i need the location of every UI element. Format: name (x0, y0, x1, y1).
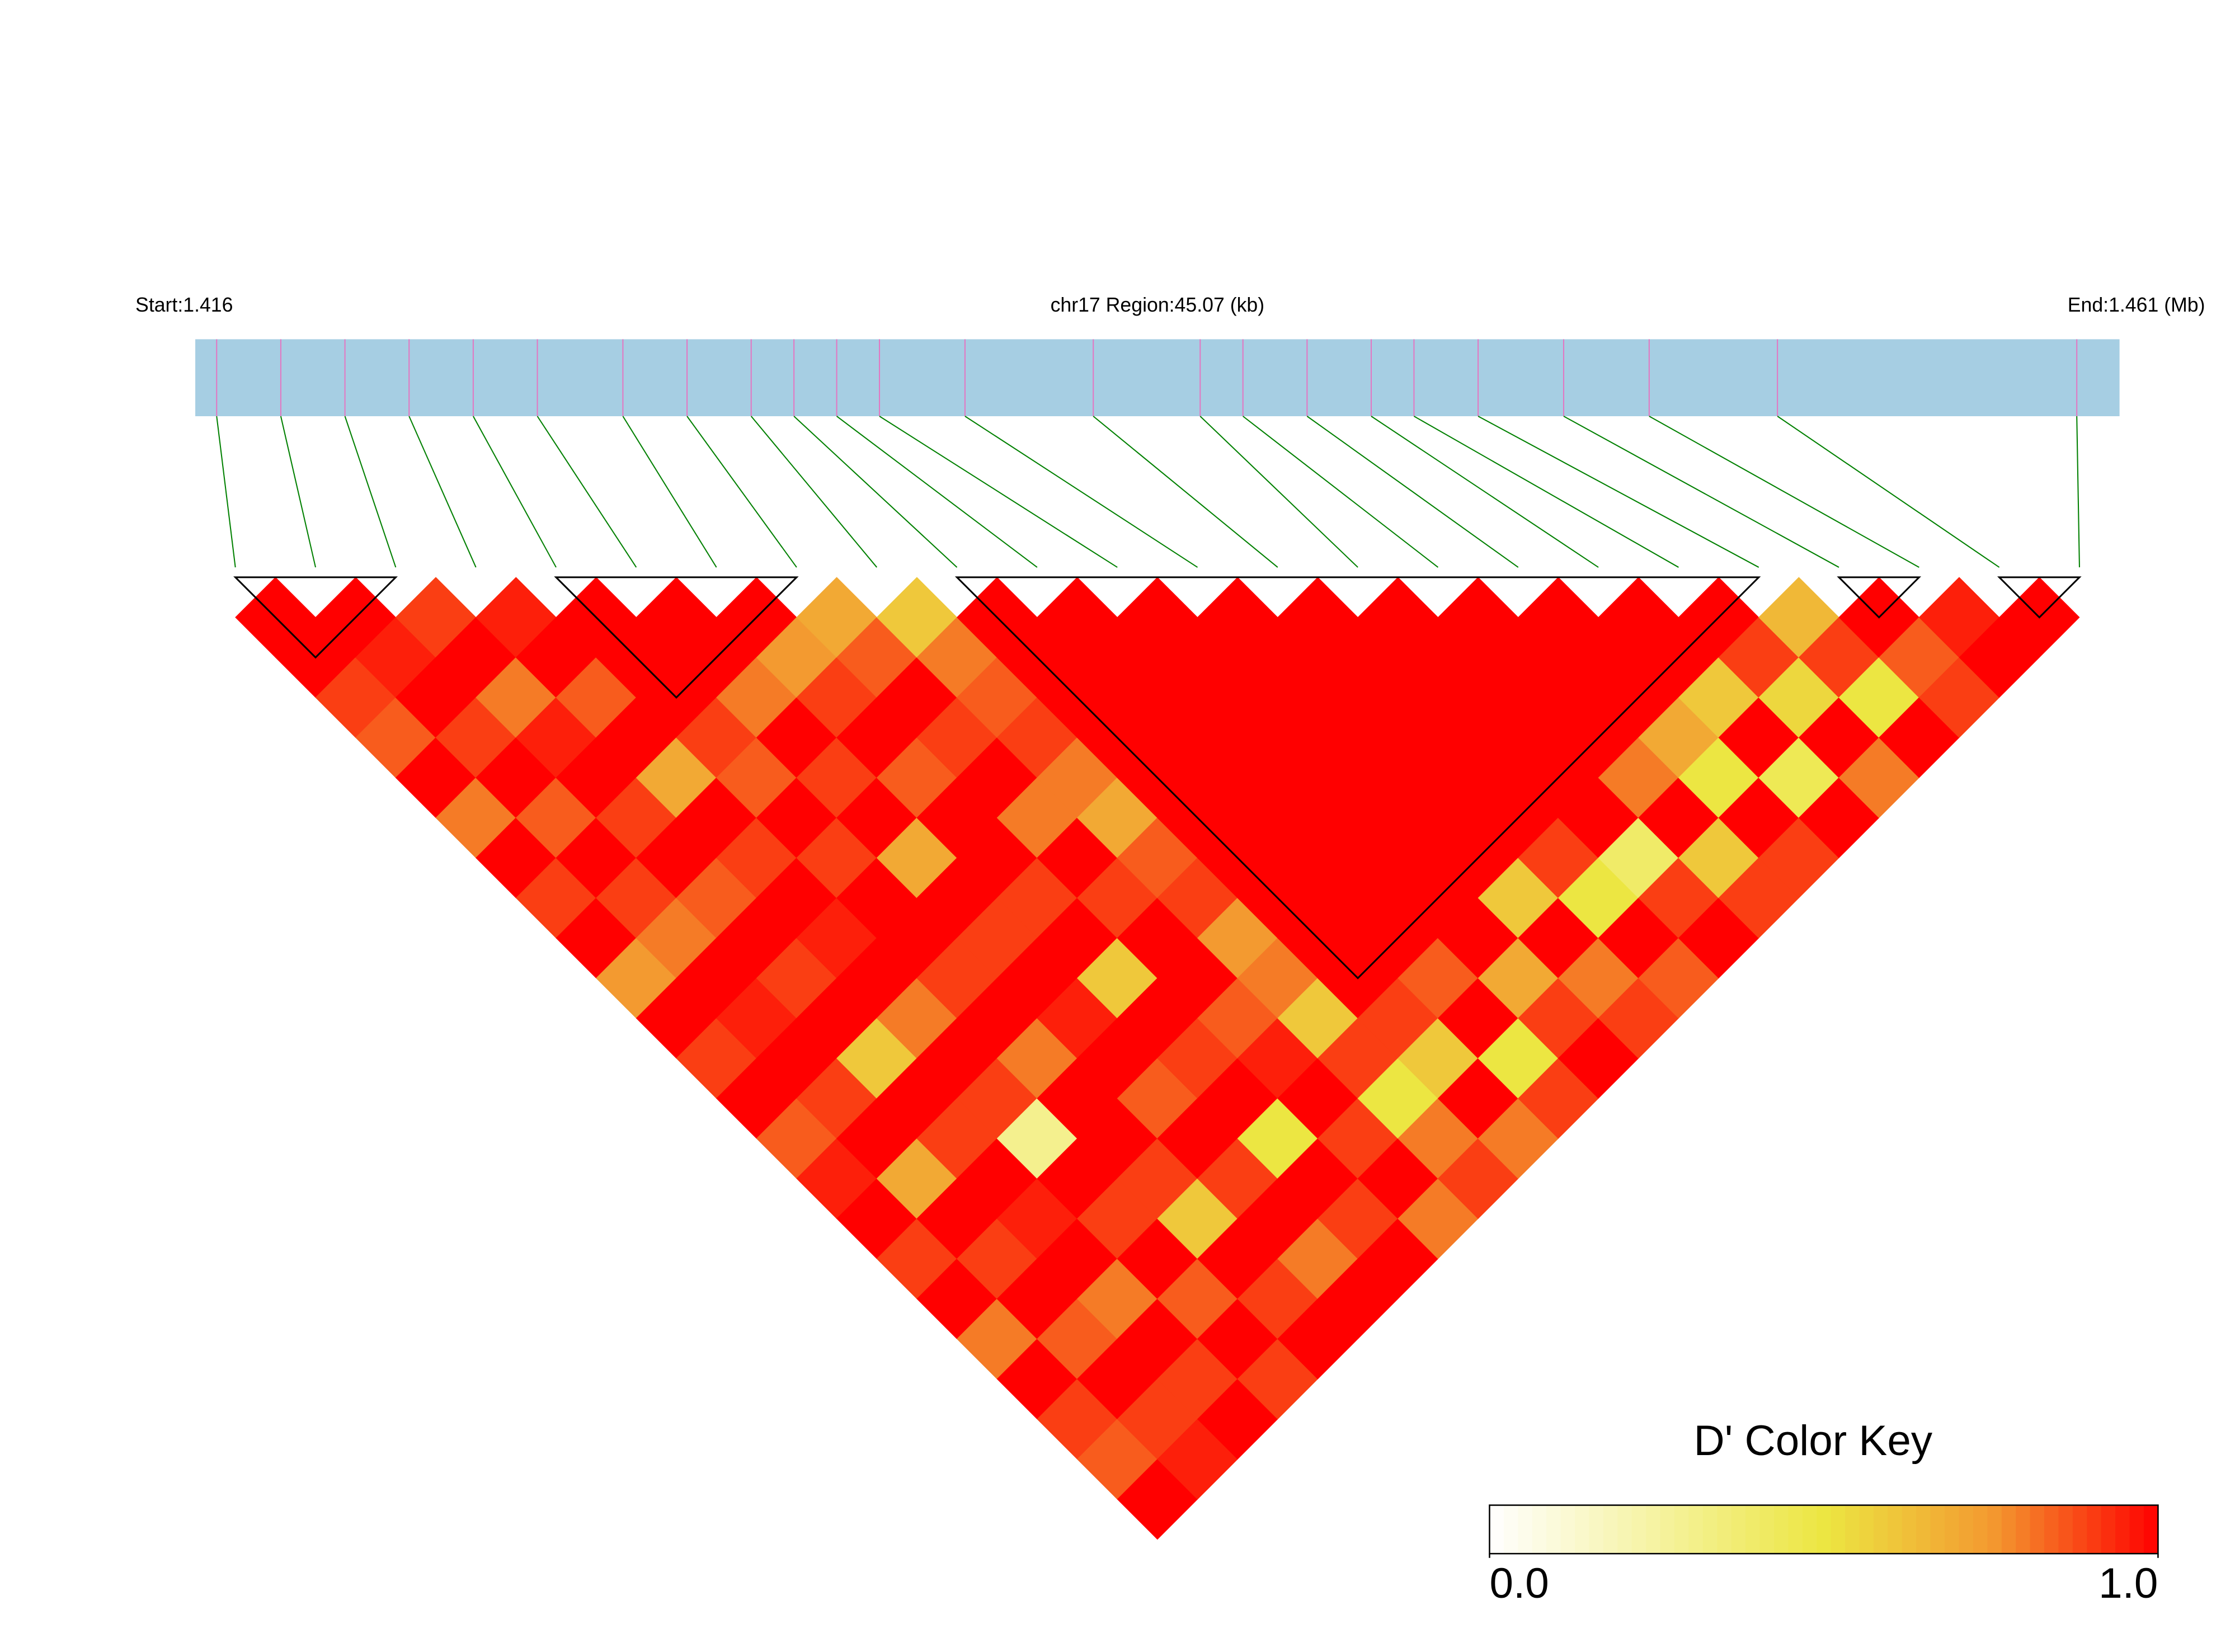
snp-connector (622, 416, 717, 568)
color-key-step (2001, 1505, 2016, 1554)
color-key-step (1959, 1505, 1974, 1554)
color-key-step (1831, 1505, 1846, 1554)
snp-connector (686, 416, 797, 568)
color-key-step (2072, 1505, 2088, 1554)
color-key-step (1546, 1505, 1561, 1554)
color-key-step (1674, 1505, 1690, 1554)
color-key-step (1987, 1505, 2002, 1554)
color-key-step (1575, 1505, 1590, 1554)
color-key-step (1802, 1505, 1818, 1554)
snp-connector (280, 416, 317, 568)
snp-connector (1306, 416, 1519, 568)
color-key-step (1973, 1505, 1988, 1554)
color-key-step (1589, 1505, 1604, 1554)
ld-block (233, 576, 398, 659)
color-key-step (2129, 1505, 2144, 1554)
color-key-step (1945, 1505, 1960, 1554)
snp-connector (1371, 416, 1599, 568)
region-label: chr17 Region:45.07 (kb) (1051, 294, 1265, 316)
snp-connector (344, 416, 397, 568)
color-key-step (1930, 1505, 1945, 1554)
ld-block (954, 576, 1761, 980)
snp-connector (2076, 416, 2080, 568)
snp-connector (1478, 416, 1759, 568)
color-key-step (2087, 1505, 2102, 1554)
color-key-step (1888, 1505, 1903, 1554)
color-key-label: 1.0 (2098, 1560, 2158, 1607)
color-key-title: D' Color Key (1694, 1417, 1933, 1465)
color-key-step (2058, 1505, 2073, 1554)
color-key-step (1916, 1505, 1931, 1554)
ld-block (1837, 576, 1922, 619)
color-key-step (1773, 1505, 1789, 1554)
snp-connector (793, 416, 958, 568)
color-key-step (1902, 1505, 1917, 1554)
color-key-step (1489, 1505, 1504, 1554)
color-key-step (1745, 1505, 1761, 1554)
color-key-step (2101, 1505, 2116, 1554)
color-key-step (1759, 1505, 1775, 1554)
snp-connector (1413, 416, 1679, 568)
snp-connector (472, 416, 557, 568)
color-key-step (1688, 1505, 1704, 1554)
color-key-step (1503, 1505, 1519, 1554)
color-key-step (1532, 1505, 1547, 1554)
snp-connector (216, 416, 236, 568)
snp-connector (1093, 416, 1278, 568)
color-key-step (1631, 1505, 1646, 1554)
color-key-step (1646, 1505, 1661, 1554)
end-label: End:1.461 (Mb) (2068, 294, 2205, 316)
snp-connector (1563, 416, 1839, 568)
color-key-step (1817, 1505, 1832, 1554)
color-key-step (1717, 1505, 1732, 1554)
ld-block (1997, 576, 2082, 619)
color-key-step (2016, 1505, 2031, 1554)
color-key-step (1560, 1505, 1575, 1554)
color-key-step (1660, 1505, 1675, 1554)
color-key-step (1788, 1505, 1803, 1554)
snp-connector (750, 416, 878, 568)
color-key-step (1845, 1505, 1860, 1554)
color-key-step (2115, 1505, 2130, 1554)
color-key-label: 0.0 (1489, 1560, 1549, 1607)
color-key-frame (1489, 1504, 2159, 1555)
color-key-step (1603, 1505, 1618, 1554)
color-key-step (2044, 1505, 2059, 1554)
snp-connector (879, 416, 1118, 568)
color-key-step (1518, 1505, 1533, 1554)
color-key-step (1859, 1505, 1874, 1554)
color-key-step (1731, 1505, 1746, 1554)
snp-connector (964, 416, 1198, 568)
color-key-step (2030, 1505, 2045, 1554)
snp-connector (1199, 416, 1358, 568)
snp-connector (836, 416, 1038, 568)
color-key-step (1617, 1505, 1632, 1554)
snp-connector (1777, 416, 2000, 568)
snp-connector (537, 416, 637, 568)
color-key-step (2143, 1505, 2159, 1554)
ld-block (554, 576, 799, 699)
snp-connector (1649, 416, 1919, 568)
start-label: Start:1.416 (135, 294, 233, 316)
color-key-step (1873, 1505, 1889, 1554)
snp-connector (1243, 416, 1439, 568)
snp-connector (408, 416, 477, 568)
chromosome-bar (195, 339, 2120, 416)
color-key-step (1702, 1505, 1718, 1554)
